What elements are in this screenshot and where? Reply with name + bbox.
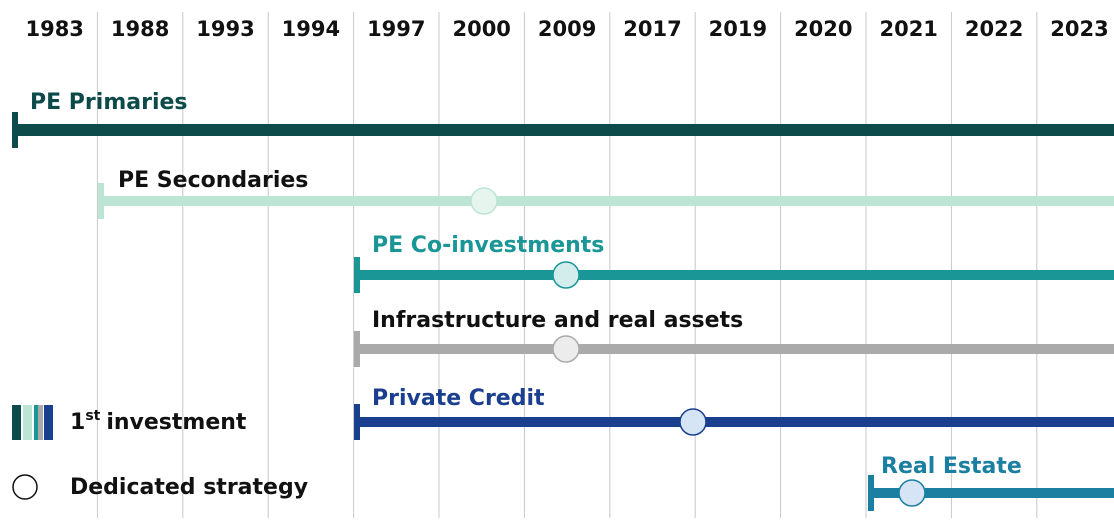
dedicated-strategy-marker — [470, 187, 498, 215]
legend-swatch — [44, 405, 53, 440]
lane-label: PE Secondaries — [118, 168, 308, 193]
lane-bar — [101, 196, 1114, 206]
lane-bar — [357, 270, 1114, 280]
lane-label: Private Credit — [372, 386, 545, 411]
dedicated-strategy-marker — [898, 479, 926, 507]
first-investment-tick — [12, 112, 18, 148]
first-investment-tick — [868, 475, 874, 511]
lane-label: Infrastructure and real assets — [372, 308, 743, 333]
legend-swatch — [23, 405, 32, 440]
lane-label: PE Primaries — [30, 90, 188, 115]
year-label: 2021 — [879, 17, 937, 41]
first-investment-tick — [354, 331, 360, 367]
legend-swatch — [38, 405, 43, 440]
legend-swatch — [12, 405, 21, 440]
year-label: 1994 — [282, 17, 340, 41]
lane-bar — [357, 417, 1114, 427]
year-label: 2019 — [709, 17, 767, 41]
lane-bar — [15, 124, 1114, 136]
dedicated-strategy-marker — [679, 408, 707, 436]
year-label: 1997 — [367, 17, 425, 41]
legend-number: 1 — [70, 410, 85, 435]
year-label: 1983 — [25, 17, 83, 41]
dedicated-strategy-marker — [552, 335, 580, 363]
first-investment-tick — [98, 183, 104, 219]
lane-bar — [357, 344, 1114, 354]
legend: 1st investment Dedicated strategy — [12, 405, 308, 500]
year-label: 1988 — [111, 17, 169, 41]
first-investment-tick — [354, 404, 360, 440]
legend-dedicated: Dedicated strategy — [70, 475, 308, 500]
year-label: 2020 — [794, 17, 852, 41]
year-label: 2000 — [452, 17, 510, 41]
year-label: 2017 — [623, 17, 681, 41]
year-label: 2023 — [1050, 17, 1108, 41]
legend-swatch — [34, 405, 40, 440]
legend-circle — [12, 474, 38, 500]
year-label: 2022 — [965, 17, 1023, 41]
year-label: 2009 — [538, 17, 596, 41]
legend-first-investment: 1st investment — [70, 408, 247, 435]
first-investment-tick — [354, 257, 360, 293]
legend-text: investment — [106, 410, 247, 435]
lane-label: Real Estate — [881, 454, 1022, 479]
dedicated-strategy-marker — [552, 261, 580, 289]
year-label: 1993 — [196, 17, 254, 41]
legend-suffix: st — [85, 408, 100, 424]
lane-bar — [871, 488, 1114, 498]
lane-label: PE Co-investments — [372, 233, 604, 258]
